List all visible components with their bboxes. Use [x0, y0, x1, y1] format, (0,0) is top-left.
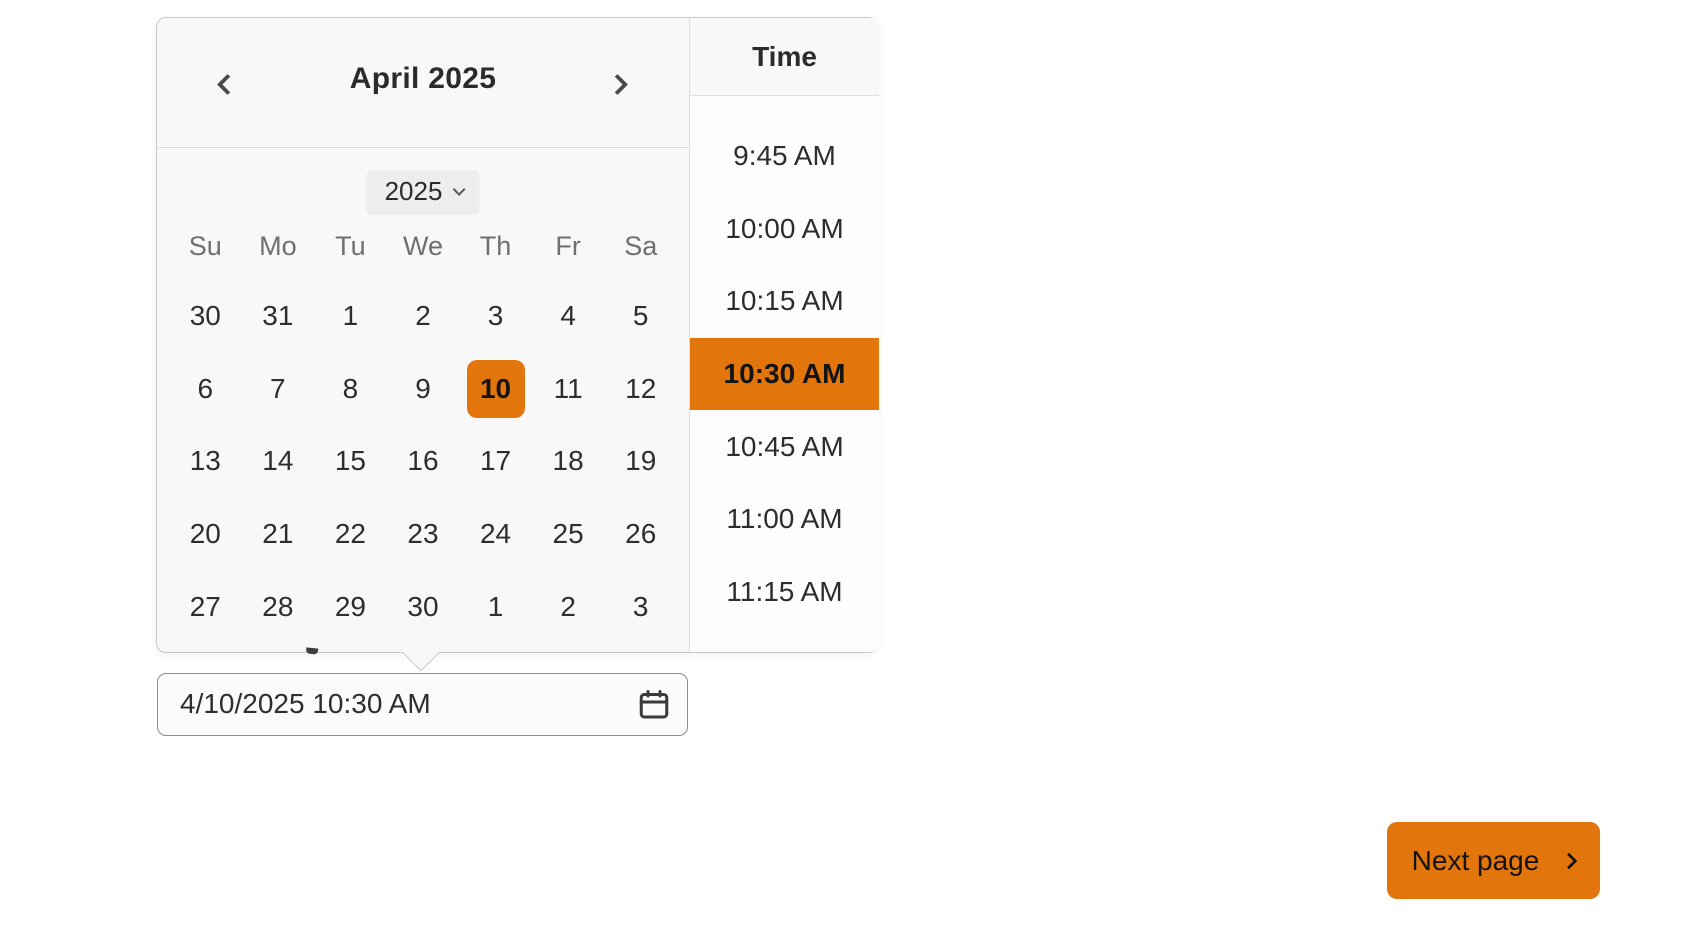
day-cell[interactable]: 11	[553, 372, 583, 404]
time-list: 9:45 AM 10:00 AM 10:15 AM 10:30 AM 10:45 AM 1…	[690, 96, 879, 628]
weekday-label: Th	[479, 230, 512, 261]
day-cell[interactable]: 31	[262, 300, 294, 332]
calendar-grid: 30 31 1 2 3 4 5 6 7 8 9 10 11 12 13 14 15 16 17 18 19 20 21 22 2…	[169, 280, 677, 643]
day-cell[interactable]: 21	[262, 518, 294, 550]
datetime-picker-popover: April 2025 2025 Su Mo Tu We Th Fr Sa 30 31 1 2 3 4 5…	[156, 17, 879, 654]
weekday-label: We	[402, 230, 443, 261]
weekday-row: Su Mo Tu We Th Fr Sa	[169, 222, 677, 270]
day-cell[interactable]: 22	[334, 518, 366, 550]
day-cell[interactable]: 30	[407, 590, 439, 622]
time-slot-selected[interactable]: 10:30 AM	[690, 337, 879, 411]
day-cell[interactable]: 20	[189, 518, 221, 550]
day-cell[interactable]: 12	[625, 372, 657, 404]
weekday-label: Sa	[624, 230, 658, 261]
chevron-right-icon	[1560, 852, 1578, 869]
weekday-label: Tu	[335, 230, 366, 261]
weekday-label: Mo	[259, 230, 297, 261]
day-cell[interactable]: 30	[189, 300, 221, 332]
day-cell[interactable]: 3	[632, 590, 649, 622]
next-page-button[interactable]: Next page	[1387, 822, 1600, 899]
time-slot[interactable]: 9:45 AM	[733, 140, 836, 172]
time-slot[interactable]: 11:15 AM	[726, 575, 843, 607]
month-year-title: April 2025	[349, 62, 497, 95]
day-cell[interactable]: 29	[334, 590, 366, 622]
time-panel: Time 9:45 AM 10:00 AM 10:15 AM 10:30 AM 10:4…	[689, 18, 879, 652]
day-cell[interactable]: 17	[479, 445, 512, 477]
year-dropdown[interactable]: 2025	[366, 170, 480, 215]
datetime-field	[157, 673, 688, 736]
day-cell[interactable]: 4	[560, 300, 576, 332]
next-page-label: Next page	[1411, 844, 1540, 876]
day-cell[interactable]: 1	[342, 300, 359, 332]
day-cell[interactable]: 9	[415, 372, 431, 404]
calendar-icon	[639, 689, 669, 718]
day-cell[interactable]: 27	[189, 590, 221, 622]
day-cell[interactable]: 1	[487, 590, 504, 622]
day-cell[interactable]: 2	[415, 300, 431, 332]
time-slot[interactable]: 10:15 AM	[725, 285, 844, 317]
day-cell[interactable]: 26	[625, 518, 657, 550]
day-cell-selected[interactable]: 10	[466, 359, 525, 418]
day-cell[interactable]: 13	[189, 445, 221, 477]
calendar-picker-button[interactable]	[621, 674, 687, 735]
datetime-input[interactable]	[158, 687, 621, 722]
day-cell[interactable]: 5	[632, 300, 649, 332]
day-cell[interactable]: 28	[262, 590, 294, 622]
time-slot[interactable]: 10:00 AM	[725, 212, 844, 244]
weekday-label: Fr	[555, 230, 581, 261]
chevron-down-icon	[452, 183, 466, 196]
next-month-button[interactable]	[595, 60, 645, 108]
obscured-text-fragment	[305, 647, 319, 655]
day-cell[interactable]: 25	[552, 518, 584, 550]
day-cell[interactable]: 19	[625, 445, 657, 477]
day-cell[interactable]: 3	[487, 300, 504, 332]
time-slot[interactable]: 10:45 AM	[725, 430, 844, 462]
day-cell[interactable]: 15	[334, 445, 366, 477]
day-cell[interactable]: 2	[560, 590, 576, 622]
day-cell[interactable]: 18	[552, 445, 584, 477]
day-cell[interactable]: 7	[270, 372, 286, 404]
calendar-header: April 2025	[157, 18, 689, 148]
day-cell[interactable]: 14	[262, 445, 294, 477]
day-cell[interactable]: 16	[407, 445, 439, 477]
time-slot[interactable]: 11:00 AM	[726, 503, 843, 535]
chevron-right-icon	[606, 73, 628, 95]
day-cell[interactable]: 23	[407, 518, 439, 550]
year-dropdown-value: 2025	[384, 176, 443, 206]
calendar-section: April 2025 2025 Su Mo Tu We Th Fr Sa 30 31 1 2 3 4 5…	[157, 18, 689, 654]
day-cell[interactable]: 8	[342, 372, 359, 404]
day-cell[interactable]: 24	[479, 518, 512, 550]
time-column-header: Time	[690, 18, 879, 96]
day-cell[interactable]: 6	[197, 372, 214, 404]
weekday-label: Su	[188, 230, 222, 261]
